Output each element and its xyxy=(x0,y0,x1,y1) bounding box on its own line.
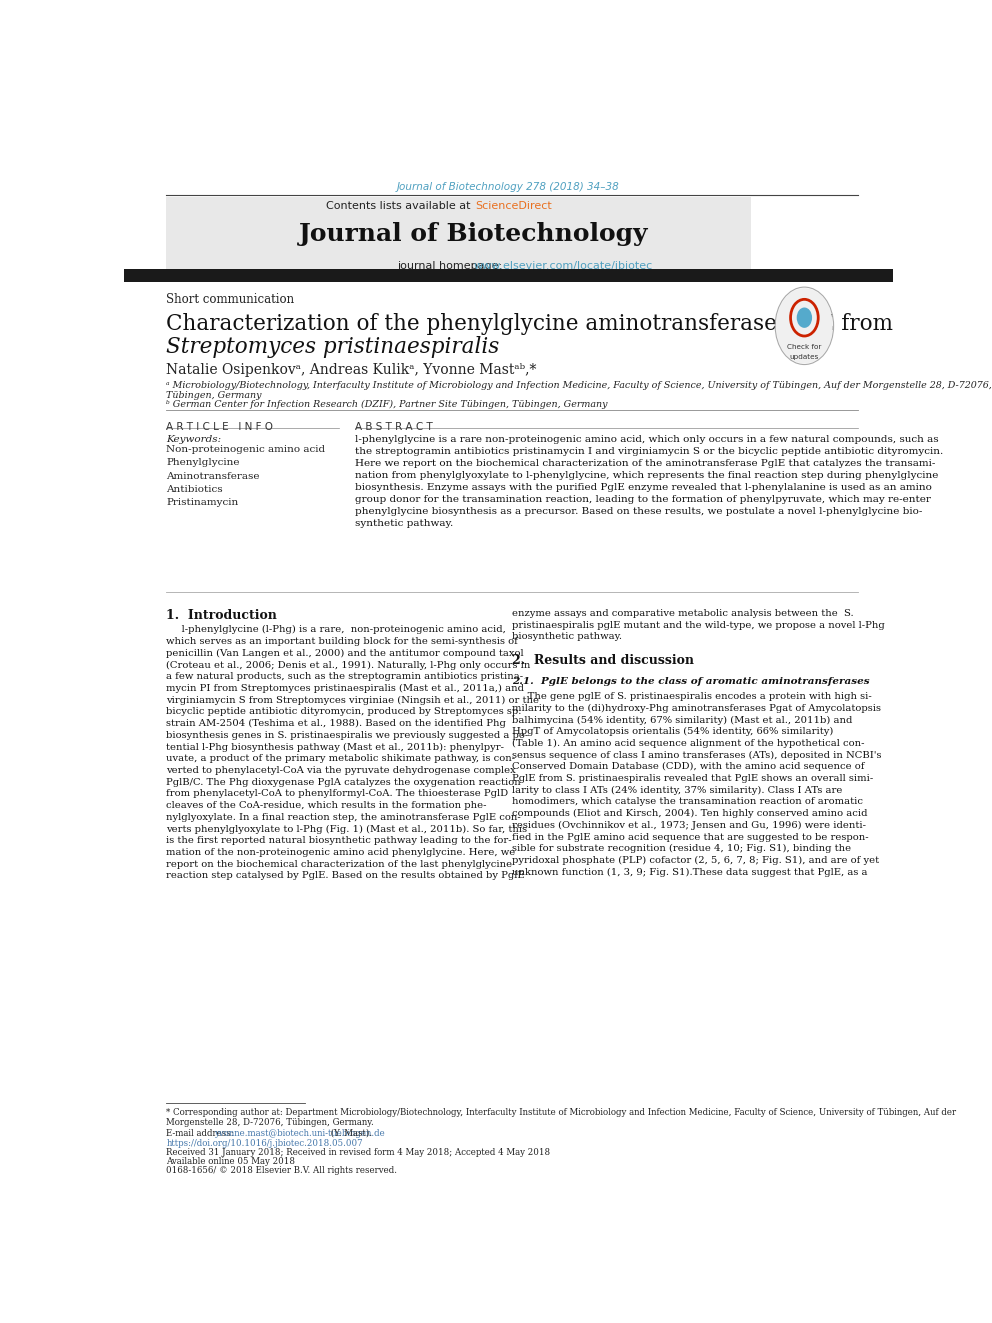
Text: cleaves of the CoA-residue, which results in the formation phe-: cleaves of the CoA-residue, which result… xyxy=(167,800,487,810)
FancyBboxPatch shape xyxy=(167,197,751,271)
Text: is the first reported natural biosynthetic pathway leading to the for-: is the first reported natural biosynthet… xyxy=(167,836,512,845)
Text: pristinaespiralis pglE mutant and the wild-type, we propose a novel l-Phg: pristinaespiralis pglE mutant and the wi… xyxy=(512,620,885,630)
Text: homodimers, which catalyse the transamination reaction of aromatic: homodimers, which catalyse the transamin… xyxy=(512,798,863,807)
Text: balhimycina (54% identity, 67% similarity) (Mast et al., 2011b) and: balhimycina (54% identity, 67% similarit… xyxy=(512,716,852,725)
Text: journal homepage:: journal homepage: xyxy=(397,261,506,271)
Text: https://doi.org/10.1016/j.jbiotec.2018.05.007: https://doi.org/10.1016/j.jbiotec.2018.0… xyxy=(167,1139,363,1148)
Text: verted to phenylacetyl-CoA via the pyruvate dehydrogenase complex: verted to phenylacetyl-CoA via the pyruv… xyxy=(167,766,516,775)
Text: Tübingen, Germany: Tübingen, Germany xyxy=(167,392,262,400)
Text: 2.1.  PglE belongs to the class of aromatic aminotransferases: 2.1. PglE belongs to the class of aromat… xyxy=(512,677,870,685)
Text: tential l-Phg biosynthesis pathway (Mast et al., 2011b): phenylpyr-: tential l-Phg biosynthesis pathway (Mast… xyxy=(167,742,504,751)
Text: a few natural products, such as the streptogramin antibiotics pristina-: a few natural products, such as the stre… xyxy=(167,672,524,681)
Text: Available online 05 May 2018: Available online 05 May 2018 xyxy=(167,1158,296,1166)
Text: virginiamycin S from Streptomyces virginiae (Ningsih et al., 2011) or the: virginiamycin S from Streptomyces virgin… xyxy=(167,696,540,705)
Text: Here we report on the biochemical characterization of the aminotransferase PglE : Here we report on the biochemical charac… xyxy=(355,459,935,468)
Text: (Y. Mast).: (Y. Mast). xyxy=(327,1129,372,1138)
Text: mation of the non-proteinogenic amino acid phenylglycine. Here, we: mation of the non-proteinogenic amino ac… xyxy=(167,848,516,857)
Text: Journal of Biotechnology 278 (2018) 34–38: Journal of Biotechnology 278 (2018) 34–3… xyxy=(397,183,620,192)
Text: reaction step catalysed by PglE. Based on the results obtained by PglE: reaction step catalysed by PglE. Based o… xyxy=(167,872,525,880)
Text: Keywords:: Keywords: xyxy=(167,435,221,443)
Text: penicillin (Van Langen et al., 2000) and the antitumor compound taxol: penicillin (Van Langen et al., 2000) and… xyxy=(167,648,524,658)
Text: verts phenylglyoxylate to l-Phg (Fig. 1) (Mast et al., 2011b). So far, this: verts phenylglyoxylate to l-Phg (Fig. 1)… xyxy=(167,824,528,833)
Text: enzyme assays and comparative metabolic analysis between the  S.: enzyme assays and comparative metabolic … xyxy=(512,609,854,618)
Text: phenylglycine biosynthesis as a precursor. Based on these results, we postulate : phenylglycine biosynthesis as a precurso… xyxy=(355,507,922,516)
Text: Check for: Check for xyxy=(788,344,821,351)
Text: A R T I C L E   I N F O: A R T I C L E I N F O xyxy=(167,422,273,431)
Text: yvonne.mast@biotech.uni-tuebingen.de: yvonne.mast@biotech.uni-tuebingen.de xyxy=(214,1129,385,1138)
Text: Aminotransferase: Aminotransferase xyxy=(167,471,260,480)
Text: milarity to the (di)hydroxy-Phg aminotransferases Pgat of Amycolatopsis: milarity to the (di)hydroxy-Phg aminotra… xyxy=(512,704,881,713)
FancyBboxPatch shape xyxy=(124,269,893,282)
Text: The gene pglE of S. pristinaespiralis encodes a protein with high si-: The gene pglE of S. pristinaespiralis en… xyxy=(512,692,872,701)
Text: Non-proteinogenic amino acid: Non-proteinogenic amino acid xyxy=(167,445,325,454)
Text: PglE from S. pristinaespiralis revealed that PglE shows an overall simi-: PglE from S. pristinaespiralis revealed … xyxy=(512,774,874,783)
Text: A B S T R A C T: A B S T R A C T xyxy=(355,422,433,431)
Text: updates: updates xyxy=(790,355,819,360)
Text: compounds (Eliot and Kirsch, 2004). Ten highly conserved amino acid: compounds (Eliot and Kirsch, 2004). Ten … xyxy=(512,810,868,819)
Text: larity to class I ATs (24% identity, 37% similarity). Class I ATs are: larity to class I ATs (24% identity, 37%… xyxy=(512,786,842,795)
Text: which serves as an important building block for the semi-synthesis of: which serves as an important building bl… xyxy=(167,638,518,646)
Text: Natalie Osipenkovᵃ, Andreas Kulikᵃ, Yvonne Mastᵃᵇ,*: Natalie Osipenkovᵃ, Andreas Kulikᵃ, Yvon… xyxy=(167,363,537,377)
Text: Antibiotics: Antibiotics xyxy=(167,484,223,493)
Text: biosynthesis genes in S. pristinaespiralis we previously suggested a po-: biosynthesis genes in S. pristinaespiral… xyxy=(167,730,529,740)
Text: HpgT of Amycolatopsis orientalis (54% identity, 66% similarity): HpgT of Amycolatopsis orientalis (54% id… xyxy=(512,728,833,737)
Text: bicyclic peptide antibiotic dityromycin, produced by Streptomyces sp.: bicyclic peptide antibiotic dityromycin,… xyxy=(167,708,522,716)
Text: nation from phenylglyoxylate to l-phenylglycine, which represents the final reac: nation from phenylglyoxylate to l-phenyl… xyxy=(355,471,938,480)
Text: nylglyoxylate. In a final reaction step, the aminotransferase PglE con-: nylglyoxylate. In a final reaction step,… xyxy=(167,812,521,822)
Text: Characterization of the phenylglycine aminotransferase PglE from: Characterization of the phenylglycine am… xyxy=(167,312,893,335)
Text: 0168-1656/ © 2018 Elsevier B.V. All rights reserved.: 0168-1656/ © 2018 Elsevier B.V. All righ… xyxy=(167,1167,397,1175)
Text: Morgenstelle 28, D-72076, Tübingen, Germany.: Morgenstelle 28, D-72076, Tübingen, Germ… xyxy=(167,1118,374,1127)
Text: biosynthesis. Enzyme assays with the purified PglE enzyme revealed that l-phenyl: biosynthesis. Enzyme assays with the pur… xyxy=(355,483,931,492)
Text: strain AM-2504 (Teshima et al., 1988). Based on the identified Phg: strain AM-2504 (Teshima et al., 1988). B… xyxy=(167,718,506,728)
Text: (Croteau et al., 2006; Denis et al., 1991). Naturally, l-Phg only occurs in: (Croteau et al., 2006; Denis et al., 199… xyxy=(167,660,531,669)
Text: 2.  Results and discussion: 2. Results and discussion xyxy=(512,655,694,667)
Text: Contents lists available at: Contents lists available at xyxy=(325,201,474,210)
Text: (Table 1). An amino acid sequence alignment of the hypothetical con-: (Table 1). An amino acid sequence alignm… xyxy=(512,740,865,747)
Text: unknown function (1, 3, 9; Fig. S1).These data suggest that PglE, as a: unknown function (1, 3, 9; Fig. S1).Thes… xyxy=(512,868,868,877)
Text: mycin PI from Streptomyces pristinaespiralis (Mast et al., 2011a,) and: mycin PI from Streptomyces pristinaespir… xyxy=(167,684,525,693)
Text: pyridoxal phosphate (PLP) cofactor (2, 5, 6, 7, 8; Fig. S1), and are of yet: pyridoxal phosphate (PLP) cofactor (2, 5… xyxy=(512,856,879,865)
Text: group donor for the transamination reaction, leading to the formation of phenylp: group donor for the transamination react… xyxy=(355,495,930,504)
Text: sible for substrate recognition (residue 4, 10; Fig. S1), binding the: sible for substrate recognition (residue… xyxy=(512,844,851,853)
Text: * Corresponding author at: Department Microbiology/Biotechnology, Interfaculty I: * Corresponding author at: Department Mi… xyxy=(167,1109,956,1117)
Text: ScienceDirect: ScienceDirect xyxy=(475,201,553,210)
Text: Phenylglycine: Phenylglycine xyxy=(167,458,240,467)
Text: synthetic pathway.: synthetic pathway. xyxy=(355,519,453,528)
Text: Pristinamycin: Pristinamycin xyxy=(167,497,238,507)
Circle shape xyxy=(797,307,812,328)
Text: ᵇ German Center for Infection Research (DZIF), Partner Site Tübingen, Tübingen, : ᵇ German Center for Infection Research (… xyxy=(167,400,608,409)
Text: l-phenylglycine (l-Phg) is a rare,  non-proteinogenic amino acid,: l-phenylglycine (l-Phg) is a rare, non-p… xyxy=(167,626,506,635)
Text: Journal of Biotechnology: Journal of Biotechnology xyxy=(299,222,649,246)
Text: biosynthetic pathway.: biosynthetic pathway. xyxy=(512,632,622,642)
Text: 1.  Introduction: 1. Introduction xyxy=(167,609,277,622)
Text: Streptomyces pristinaespiralis: Streptomyces pristinaespiralis xyxy=(167,336,500,359)
Circle shape xyxy=(776,288,833,364)
Text: report on the biochemical characterization of the last phenylglycine: report on the biochemical characterizati… xyxy=(167,860,513,869)
Text: E-mail address:: E-mail address: xyxy=(167,1129,237,1138)
Text: PglB/C. The Phg dioxygenase PglA catalyzes the oxygenation reaction: PglB/C. The Phg dioxygenase PglA catalyz… xyxy=(167,778,521,787)
Text: l-phenylglycine is a rare non-proteinogenic amino acid, which only occurs in a f: l-phenylglycine is a rare non-proteinoge… xyxy=(355,435,938,443)
Text: from phenylacetyl-CoA to phenylformyl-CoA. The thioesterase PglD: from phenylacetyl-CoA to phenylformyl-Co… xyxy=(167,790,509,798)
Text: fied in the PglE amino acid sequence that are suggested to be respon-: fied in the PglE amino acid sequence tha… xyxy=(512,832,869,841)
Text: sensus sequence of class I amino transferases (ATs), deposited in NCBI's: sensus sequence of class I amino transfe… xyxy=(512,750,882,759)
Text: the streptogramin antibiotics pristinamycin I and virginiamycin S or the bicycli: the streptogramin antibiotics pristinamy… xyxy=(355,447,942,456)
Text: Conserved Domain Database (CDD), with the amino acid sequence of: Conserved Domain Database (CDD), with th… xyxy=(512,762,865,771)
Text: ᵃ Microbiology/Biotechnology, Interfaculty Institute of Microbiology and Infecti: ᵃ Microbiology/Biotechnology, Interfacul… xyxy=(167,381,992,390)
Text: uvate, a product of the primary metabolic shikimate pathway, is con-: uvate, a product of the primary metaboli… xyxy=(167,754,516,763)
Text: Short communication: Short communication xyxy=(167,294,295,306)
Text: Received 31 January 2018; Received in revised form 4 May 2018; Accepted 4 May 20: Received 31 January 2018; Received in re… xyxy=(167,1148,551,1156)
Text: residues (Ovchinnikov et al., 1973; Jensen and Gu, 1996) were identi-: residues (Ovchinnikov et al., 1973; Jens… xyxy=(512,820,866,830)
Text: www.elsevier.com/locate/jbiotec: www.elsevier.com/locate/jbiotec xyxy=(474,261,653,271)
